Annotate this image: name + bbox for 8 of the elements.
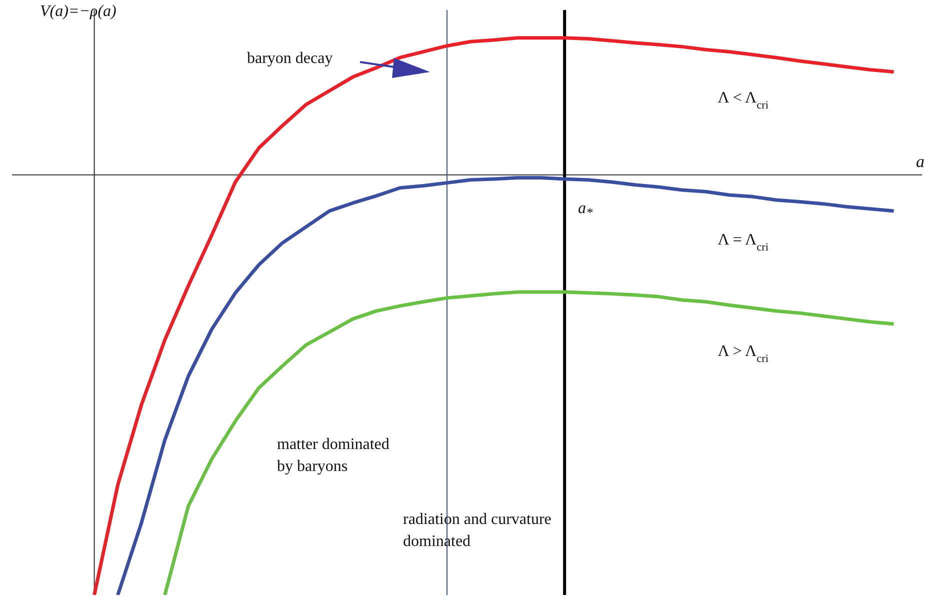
- annotation: a$_{*}$: [578, 199, 593, 222]
- annotation: matter dominated by baryons: [277, 435, 390, 477]
- text: Λ = Λ$_{cri}$: [718, 232, 768, 254]
- annotation: baryon decay: [247, 49, 333, 69]
- text: Λ < Λ$_{cri}$: [718, 90, 768, 112]
- x-axis-title: a: [916, 152, 924, 172]
- y-axis-title: V(a)=−ρ(a): [40, 3, 116, 21]
- text: Λ > Λ$_{cri}$: [718, 343, 768, 366]
